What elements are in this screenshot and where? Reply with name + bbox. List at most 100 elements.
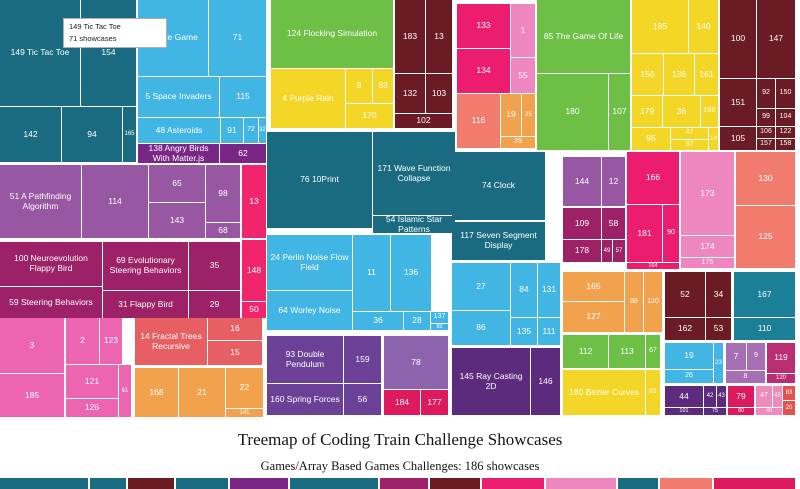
treemap-cell[interactable]: 130 — [736, 152, 795, 205]
treemap-cell[interactable]: 44 — [665, 386, 703, 407]
treemap-cell[interactable]: 159 — [344, 336, 381, 383]
treemap-cell[interactable]: 98 — [206, 165, 240, 222]
treemap-cell[interactable]: 95 — [632, 128, 670, 150]
treemap-cell[interactable]: 97 — [671, 140, 708, 150]
treemap-cell[interactable]: 69 Evolutionary Steering Behaviors — [103, 242, 188, 290]
treemap-cell[interactable]: 76 10Print — [267, 132, 372, 228]
treemap-cell[interactable]: 83 — [783, 386, 795, 400]
treemap-cell-partial[interactable] — [176, 478, 228, 489]
treemap-cell[interactable]: 40 — [756, 408, 782, 415]
treemap-cell[interactable]: 116 — [457, 94, 500, 148]
treemap-cell[interactable]: 43 — [717, 386, 726, 407]
treemap-cell[interactable]: 143 — [149, 203, 205, 238]
treemap-cell[interactable]: 105 — [720, 127, 756, 150]
treemap-cell-partial[interactable] — [90, 478, 126, 489]
treemap-cell[interactable]: 156 — [632, 54, 663, 95]
treemap-cell[interactable]: 28 — [404, 312, 430, 330]
treemap-cell[interactable]: 107 — [609, 74, 630, 150]
treemap-cell[interactable]: 183 — [395, 0, 425, 73]
treemap-cell[interactable]: 13 — [426, 0, 452, 73]
treemap-cell[interactable]: 72 — [244, 118, 258, 143]
treemap-cell[interactable]: 166 — [627, 152, 679, 204]
treemap-cell-partial[interactable] — [546, 478, 616, 489]
treemap-cell[interactable]: 23 — [714, 343, 723, 383]
treemap-cell[interactable]: 48 Asteroids — [138, 118, 220, 143]
treemap-cell[interactable]: 65 — [149, 165, 205, 202]
treemap-cell[interactable]: 14 Fractal Trees Recursive — [135, 318, 207, 365]
treemap-cell[interactable]: 140 — [689, 0, 718, 53]
treemap-cell[interactable]: 120 — [767, 374, 795, 383]
treemap-cell[interactable]: 137 — [431, 312, 448, 323]
treemap-cell[interactable]: 12 — [602, 157, 625, 206]
treemap-cell[interactable]: 126 — [66, 399, 118, 417]
treemap-cell[interactable]: 165 — [563, 272, 624, 301]
treemap-cell[interactable]: 85 The Game Of Life — [537, 0, 630, 73]
treemap-cell[interactable]: 167 — [734, 272, 795, 317]
treemap-cell[interactable]: 134 — [457, 49, 510, 93]
treemap-cell[interactable]: 136 — [664, 54, 694, 95]
treemap-cell[interactable]: 67 — [646, 335, 660, 368]
treemap-cell[interactable]: 47 — [756, 386, 772, 407]
treemap-cell[interactable]: 22 — [226, 368, 263, 408]
treemap-cell[interactable]: 144 — [563, 157, 601, 206]
treemap-cell[interactable]: 35 — [189, 242, 240, 290]
treemap-cell[interactable]: 68 — [206, 223, 240, 238]
treemap-cell[interactable]: 161 — [695, 54, 718, 95]
treemap-cell[interactable]: 125 — [736, 206, 795, 268]
treemap-cell[interactable]: 160 — [701, 96, 718, 127]
treemap-cell[interactable]: 120 — [644, 272, 662, 332]
treemap-cell[interactable]: 100 — [720, 0, 756, 78]
treemap-cell[interactable]: 19 — [665, 343, 713, 369]
treemap-cell[interactable]: 102 — [395, 114, 452, 128]
treemap-cell[interactable]: 150 — [776, 79, 795, 108]
treemap-cell[interactable]: 29 — [189, 291, 240, 318]
treemap-cell[interactable]: 136 — [391, 235, 431, 311]
treemap-cell[interactable]: 9 — [747, 343, 765, 370]
treemap-cell[interactable]: 5 Space Invaders — [138, 77, 219, 117]
treemap-cell[interactable]: 16 — [208, 318, 262, 340]
treemap-cell[interactable]: 9 — [346, 69, 372, 103]
treemap-cell[interactable]: 15 — [208, 341, 262, 365]
treemap-cell-partial[interactable] — [380, 478, 428, 489]
treemap-cell[interactable]: 49 — [602, 240, 612, 262]
treemap-cell[interactable]: 99 — [757, 109, 775, 126]
treemap-cell-partial[interactable] — [714, 478, 795, 489]
treemap-cell-partial[interactable] — [430, 478, 480, 489]
treemap-cell[interactable]: 132 — [395, 74, 425, 113]
treemap-cell[interactable]: 58 — [602, 208, 625, 239]
treemap-cell[interactable]: 103 — [426, 74, 452, 113]
treemap-cell[interactable]: 78 — [384, 336, 448, 389]
treemap-cell[interactable]: 92 — [757, 79, 775, 108]
treemap-cell[interactable]: 180 Bezier Curves — [563, 370, 645, 415]
treemap-cell[interactable]: 11 — [353, 235, 390, 311]
treemap-cell[interactable]: 56 — [344, 384, 381, 415]
treemap-cell[interactable]: 47 — [671, 128, 708, 139]
treemap-cell[interactable]: 160 Spring Forces — [267, 384, 343, 415]
treemap-cell[interactable]: 64 Worley Noise — [267, 291, 352, 330]
treemap-cell[interactable]: 94 — [62, 107, 122, 162]
treemap-cell[interactable]: 71 — [209, 0, 266, 76]
treemap-cell[interactable]: 32 — [259, 118, 266, 143]
treemap-cell[interactable]: 21 — [179, 368, 225, 417]
treemap-cell[interactable]: 86 — [452, 311, 510, 345]
treemap-cell[interactable]: 154 — [81, 0, 136, 106]
treemap-cell[interactable]: 175 — [681, 258, 734, 268]
treemap-cell[interactable]: 26 — [665, 370, 713, 383]
treemap-cell[interactable]: 171 Wave Function Collapse — [373, 132, 455, 215]
treemap-cell[interactable]: 145 Ray Casting 2D — [452, 348, 530, 415]
treemap-cell[interactable]: 83 — [373, 69, 393, 103]
treemap-cell[interactable]: 158 — [776, 139, 795, 150]
treemap-cell[interactable]: 114 — [82, 165, 148, 238]
treemap-cell[interactable]: 111 — [538, 318, 560, 345]
treemap-cell[interactable]: 91 — [221, 118, 243, 143]
treemap-cell[interactable]: 177 — [421, 390, 448, 415]
treemap-cell[interactable]: 142 — [0, 107, 61, 162]
treemap-cell[interactable]: 147 — [757, 0, 795, 78]
treemap-cell-partial[interactable] — [0, 478, 88, 489]
treemap-cell[interactable]: 74 Clock — [452, 152, 545, 220]
treemap-cell[interactable]: 113 — [609, 335, 645, 368]
treemap-cell-partial[interactable] — [230, 478, 288, 489]
treemap-cell[interactable]: 157 — [757, 139, 775, 150]
treemap-cell[interactable]: 27 — [452, 263, 510, 310]
treemap-cell[interactable]: 36 — [353, 312, 403, 330]
